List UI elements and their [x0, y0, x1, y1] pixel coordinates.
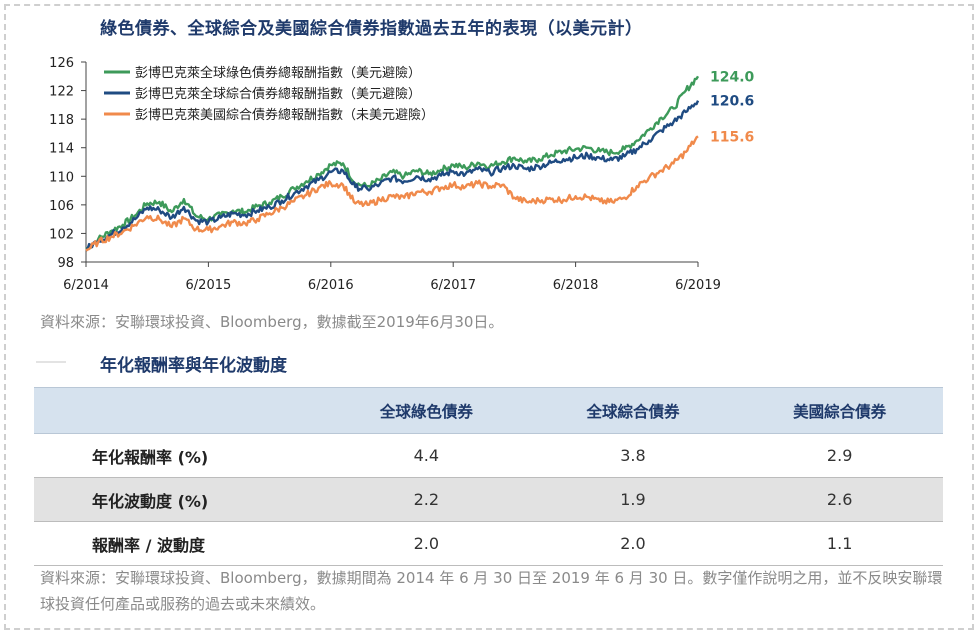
x-tick-label: 6/2015: [186, 278, 232, 293]
series-end-label: 120.6: [710, 94, 754, 110]
x-tick-label: 6/2018: [553, 278, 599, 293]
x-tick-label: 6/2019: [675, 278, 721, 293]
performance-line-chart: 98 102 106 110 114 118 122 126 6/2014 6/2015 6/201…: [49, 56, 755, 293]
header-empty: [34, 387, 323, 434]
table-row: 年化波動度 (%) 2.2 1.9 2.6: [34, 477, 943, 522]
header-global-agg: 全球綜合債券: [529, 387, 737, 434]
table-cell: 3.8: [529, 433, 737, 478]
y-tick-label: 114: [49, 142, 74, 157]
table-cell: 2.6: [736, 477, 943, 522]
header-us-agg: 美國綜合債券: [736, 387, 943, 434]
table-cell: 4.4: [323, 433, 530, 478]
table-cell: 2.2: [323, 477, 530, 522]
table-cell: 2.9: [736, 433, 943, 478]
y-tick-label: 98: [57, 256, 74, 271]
table-title: 年化報酬率與年化波動度: [100, 356, 287, 376]
y-tick-label: 102: [49, 227, 74, 242]
table-source-note: 資料來源：安聯環球投資、Bloomberg，數據期間為 2014 年 6 月 3…: [40, 569, 943, 613]
y-tick-label: 122: [49, 85, 74, 100]
x-tick-label: 6/2014: [63, 278, 109, 293]
series-line-1: [85, 75, 700, 251]
y-tick-label: 110: [49, 170, 74, 185]
series-line-2: [85, 100, 700, 251]
x-tick-label: 6/2016: [308, 278, 354, 293]
row-label: 報酬率 / 波動度: [34, 521, 323, 566]
series-end-label: 115.6: [710, 129, 754, 145]
table-header-row: 全球綠色債券 全球綜合債券 美國綜合債券: [34, 387, 943, 434]
table-cell: 2.0: [529, 521, 737, 566]
table-row: 年化報酬率 (%) 4.4 3.8 2.9: [34, 433, 943, 478]
chart-title: 綠色債券、全球綜合及美國綜合債券指數過去五年的表現（以美元計）: [100, 19, 643, 39]
row-label: 年化波動度 (%): [34, 477, 323, 522]
legend-label: 彭博巴克萊美國綜合債券總報酬指數（未美元避險）: [135, 107, 434, 123]
series-line-3: [85, 135, 699, 252]
legend-label: 彭博巴克萊全球綠色債券總報酬指數（美元避險）: [135, 65, 421, 81]
x-tick-label: 6/2017: [430, 278, 476, 293]
table-row: 報酬率 / 波動度 2.0 2.0 1.1: [34, 521, 943, 566]
y-tick-label: 106: [49, 199, 74, 214]
y-tick-label: 126: [49, 56, 74, 71]
row-label: 年化報酬率 (%): [34, 433, 323, 478]
table-cell: 2.0: [323, 521, 530, 566]
chart-source-note: 資料來源：安聯環球投資、Bloomberg，數據截至2019年6月30日。: [40, 313, 504, 331]
table-cell: 1.9: [529, 477, 737, 522]
y-tick-label: 118: [49, 113, 74, 128]
legend-label: 彭博巴克萊全球綜合債券總報酬指數（美元避險）: [135, 86, 421, 102]
series-end-label: 124.0: [710, 69, 755, 85]
table-cell: 1.1: [736, 521, 943, 566]
header-green-bonds: 全球綠色債券: [323, 387, 530, 434]
section-marker: [36, 361, 66, 363]
stats-table: 全球綠色債券 全球綜合債券 美國綜合債券 年化報酬率 (%) 4.4 3.8 2…: [34, 387, 943, 566]
